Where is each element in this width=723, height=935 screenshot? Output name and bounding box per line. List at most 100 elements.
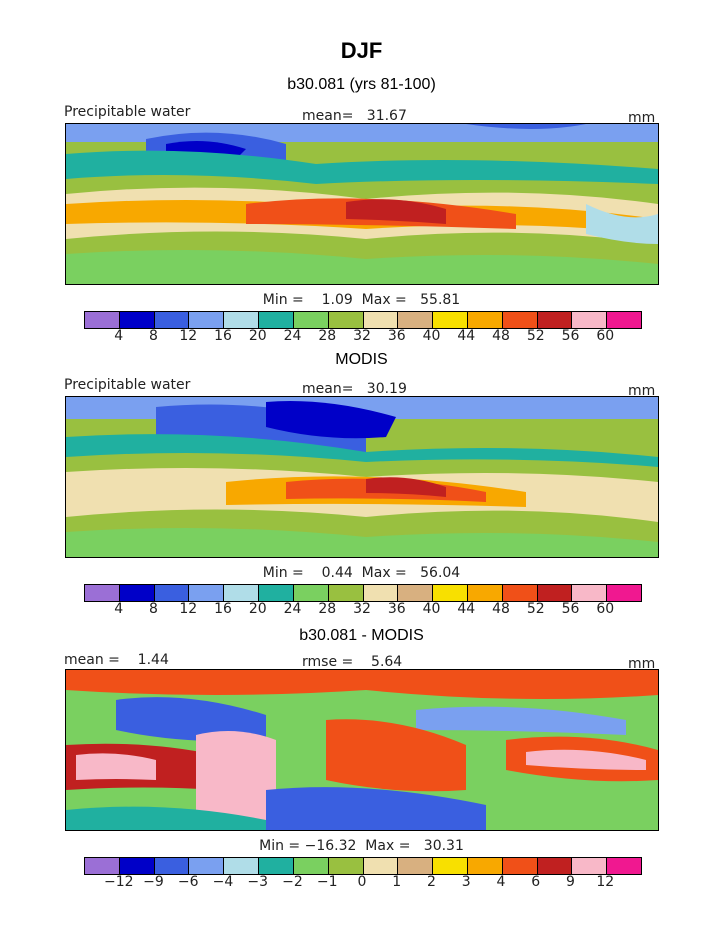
colorbar-tick-label: −9 — [143, 874, 164, 890]
panel-3-map — [65, 669, 659, 831]
colorbar-tick-label: 16 — [214, 601, 232, 617]
colorbar-swatch — [85, 585, 120, 601]
colorbar-swatch — [398, 312, 434, 328]
colorbar-swatch — [537, 312, 573, 328]
colorbar-tick-label: −3 — [247, 874, 269, 890]
colorbar-swatch — [119, 312, 155, 328]
panel-2-colorbar — [84, 584, 642, 602]
colorbar-tick-label: −6 — [177, 874, 199, 890]
colorbar-tick-label: 56 — [561, 601, 580, 617]
panel-1-colorbar — [84, 311, 642, 329]
panel-2-map — [65, 396, 659, 558]
colorbar-tick-label: 40 — [422, 601, 441, 617]
panel-1-units: mm — [628, 110, 656, 126]
colorbar-tick-label: 0 — [357, 874, 367, 890]
colorbar-tick-label: −12 — [103, 874, 134, 890]
colorbar-swatch — [572, 858, 608, 874]
colorbar-swatch — [293, 585, 329, 601]
colorbar-swatch — [467, 858, 503, 874]
panel-3-mean: mean = 1.44 — [64, 652, 169, 668]
colorbar-swatch — [259, 858, 294, 874]
colorbar-tick-label: −4 — [212, 874, 234, 890]
colorbar-tick-label: 4 — [114, 601, 124, 617]
panel-3-heading: b30.081 - MODIS — [299, 627, 424, 644]
colorbar-swatch — [224, 312, 260, 328]
colorbar-swatch — [398, 585, 434, 601]
colorbar-swatch — [502, 858, 538, 874]
panel-1-heading: b30.081 (yrs 81-100) — [287, 76, 436, 93]
colorbar-swatch — [328, 585, 364, 601]
colorbar-tick-label: 40 — [422, 328, 441, 344]
colorbar-tick-label: 16 — [214, 328, 232, 344]
colorbar-tick-label: 20 — [248, 601, 267, 617]
panel-2-colorbar-ticks: 4 8 12 16 20 24 28 32 36 40 44 48 52 56 60 — [84, 601, 640, 619]
colorbar-swatch — [433, 858, 468, 874]
colorbar-tick-label: −2 — [282, 874, 303, 890]
colorbar-swatch — [572, 312, 608, 328]
colorbar-swatch — [259, 585, 294, 601]
colorbar-swatch — [433, 585, 468, 601]
panel-1-minmax: Min = 1.09 Max = 55.81 — [262, 292, 461, 308]
colorbar-tick-label: 12 — [179, 328, 198, 344]
colorbar-swatch — [433, 312, 468, 328]
colorbar-swatch — [259, 312, 294, 328]
panel-2-units: mm — [628, 383, 656, 399]
colorbar-swatch — [502, 312, 538, 328]
colorbar-tick-label: 24 — [283, 601, 302, 617]
colorbar-swatch — [119, 858, 155, 874]
colorbar-swatch — [572, 585, 608, 601]
colorbar-tick-label: 36 — [387, 601, 406, 617]
colorbar-tick-label: 52 — [526, 601, 545, 617]
colorbar-swatch — [293, 858, 329, 874]
panel-3-units: mm — [628, 656, 656, 672]
panel-3-minmax: Min = −16.32 Max = 30.31 — [259, 838, 464, 854]
colorbar-swatch — [607, 585, 641, 601]
figure-title: DJF — [340, 38, 383, 63]
colorbar-tick-label: −1 — [316, 874, 338, 890]
colorbar-tick-label: 24 — [283, 328, 302, 344]
colorbar-swatch — [189, 312, 225, 328]
panel-1-map — [65, 123, 659, 285]
colorbar-swatch — [189, 858, 225, 874]
colorbar-swatch — [224, 858, 260, 874]
panel-2-heading: MODIS — [335, 351, 388, 368]
colorbar-swatch — [85, 858, 120, 874]
colorbar-tick-label: 12 — [596, 874, 615, 890]
colorbar-swatch — [119, 585, 155, 601]
colorbar-tick-label: 3 — [461, 874, 471, 890]
colorbar-tick-label: 9 — [566, 874, 575, 890]
colorbar-tick-label: 20 — [248, 328, 267, 344]
colorbar-tick-label: 4 — [496, 874, 506, 890]
colorbar-swatch — [154, 858, 190, 874]
panel-2-mean: mean= 30.19 — [302, 381, 407, 397]
colorbar-tick-label: 56 — [561, 328, 580, 344]
colorbar-tick-label: 60 — [596, 328, 615, 344]
colorbar-tick-label: 44 — [457, 328, 476, 344]
colorbar-tick-label: 12 — [179, 601, 198, 617]
colorbar-tick-label: 52 — [526, 328, 545, 344]
colorbar-tick-label: 6 — [531, 874, 541, 890]
colorbar-tick-label: 32 — [353, 328, 371, 344]
panel-3-colorbar — [84, 857, 642, 875]
colorbar-tick-label: 8 — [149, 601, 158, 617]
colorbar-swatch — [398, 858, 434, 874]
panel-2-field-label: Precipitable water — [64, 377, 191, 393]
colorbar-swatch — [607, 312, 641, 328]
colorbar-swatch — [363, 858, 399, 874]
colorbar-tick-label: 36 — [387, 328, 406, 344]
colorbar-tick-label: 32 — [353, 601, 371, 617]
colorbar-swatch — [363, 312, 399, 328]
panel-1-colorbar-ticks: 4 8 12 16 20 24 28 32 36 40 44 48 52 56 60 — [84, 328, 640, 346]
panel-2-minmax: Min = 0.44 Max = 56.04 — [262, 565, 461, 581]
colorbar-tick-label: 2 — [427, 874, 436, 890]
colorbar-swatch — [328, 858, 364, 874]
colorbar-tick-label: 48 — [492, 601, 510, 617]
colorbar-swatch — [328, 312, 364, 328]
colorbar-swatch — [154, 585, 190, 601]
colorbar-tick-label: 60 — [596, 601, 615, 617]
colorbar-tick-label: 28 — [318, 601, 337, 617]
colorbar-swatch — [224, 585, 260, 601]
colorbar-tick-label: 1 — [392, 874, 402, 890]
colorbar-swatch — [607, 858, 641, 874]
colorbar-tick-label: 28 — [318, 328, 337, 344]
